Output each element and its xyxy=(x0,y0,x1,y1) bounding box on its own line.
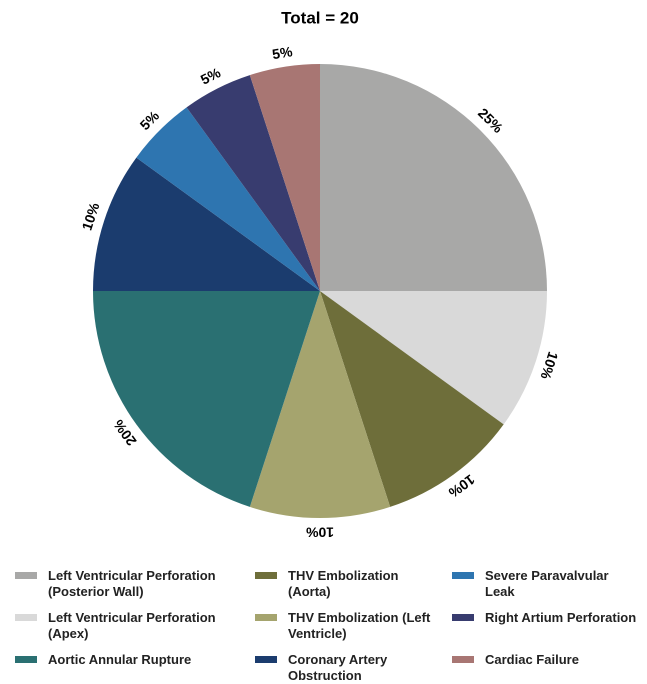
legend-label: Left Ventricular Perforation (Apex) xyxy=(48,610,216,641)
legend-label: Cardiac Failure xyxy=(485,652,579,667)
legend-label: Left Ventricular Perforation (Posterior … xyxy=(48,568,216,599)
data-label: 5% xyxy=(198,64,224,88)
legend-label: Aortic Annular Rupture xyxy=(48,652,192,667)
pie-slice xyxy=(136,107,320,291)
pie-slice xyxy=(249,64,320,291)
pie-slice xyxy=(320,291,547,425)
legend-swatch xyxy=(255,614,277,621)
legend-label: Right Artium Perforation xyxy=(485,610,637,625)
legend-swatch xyxy=(452,656,474,663)
legend-label: THV Embolization (Aorta) xyxy=(288,568,399,599)
pie-slice xyxy=(320,64,547,291)
chart-title: Total = 20 xyxy=(281,8,359,27)
chart: Total = 20 25%10%10%10%20%10%5%5%5% xyxy=(79,8,562,540)
pie-slice xyxy=(186,75,320,291)
data-label: 10% xyxy=(79,200,103,232)
pie-slice xyxy=(93,157,320,291)
pie-slice xyxy=(249,291,391,518)
legend-swatch xyxy=(255,572,277,579)
legend-label: Severe Paravalvular Leak xyxy=(485,568,609,599)
pie-slice xyxy=(93,291,320,507)
legend-swatch xyxy=(255,656,277,663)
legend-swatch xyxy=(452,572,474,579)
legend-swatch xyxy=(452,614,474,621)
data-label: 10% xyxy=(537,350,561,382)
legend-label: Coronary Artery Obstruction xyxy=(288,652,388,683)
legend-label: THV Embolization (Left Ventricle) xyxy=(288,610,431,641)
data-label: 5% xyxy=(137,107,163,133)
data-label: 5% xyxy=(271,43,294,62)
legend-swatch xyxy=(15,614,37,621)
pie-slice xyxy=(320,291,504,507)
legend-swatch xyxy=(15,656,37,663)
data-label: 10% xyxy=(305,524,334,540)
legend-swatch xyxy=(15,572,37,579)
